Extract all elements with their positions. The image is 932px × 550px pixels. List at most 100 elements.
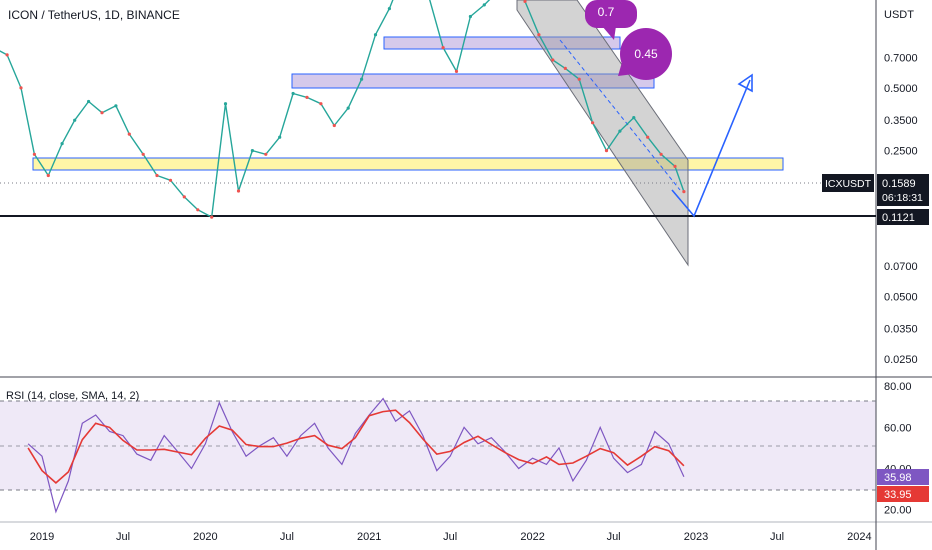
- price-tick-label: 0.0500: [884, 291, 918, 303]
- price-point: [441, 46, 445, 50]
- callout-high[interactable]: 0.7: [585, 0, 637, 40]
- price-point: [32, 152, 37, 156]
- time-tick-label: 2024: [847, 531, 871, 543]
- price-axis-ticks: 0.70000.50000.35000.25000.17000.07000.05…: [884, 52, 918, 366]
- rsi-value-badge-box: [877, 469, 929, 485]
- price-point: [360, 77, 364, 81]
- price-tick-label: 0.0350: [884, 324, 918, 336]
- price-point: [346, 106, 350, 110]
- support-level-label: 0.1121: [882, 212, 915, 224]
- callout-mid-bubble: [620, 28, 672, 80]
- price-point: [250, 149, 254, 153]
- price-point: [5, 53, 9, 57]
- time-tick-label: Jul: [607, 531, 621, 543]
- ticker-badge: ICXUSDT: [822, 174, 874, 192]
- price-point: [646, 135, 650, 139]
- price-point: [482, 3, 486, 7]
- callout-mid-pointer: [618, 62, 634, 76]
- price-point: [373, 33, 378, 37]
- rsi-series: [27, 397, 685, 514]
- price-point: [591, 121, 595, 125]
- time-tick-label: Jul: [116, 531, 130, 543]
- price-point: [223, 102, 228, 106]
- price-line: [0, 0, 685, 218]
- rsi-title: RSI (14, close, SMA, 14, 2): [6, 390, 139, 402]
- rsi-tick-label: 80.00: [884, 381, 912, 393]
- rsi-value-label: 35.98: [884, 472, 912, 484]
- callout-mid[interactable]: 0.45: [618, 28, 672, 80]
- price-point: [264, 152, 268, 156]
- price-point: [155, 173, 159, 178]
- time-axis-ticks: 2019 Jul 2020 Jul 2021 Jul 2022 Jul 2023 Jul 2024: [30, 531, 872, 543]
- chart-title: ICON / TetherUS, 1D, BINANCE: [8, 8, 180, 22]
- price-point: [604, 149, 609, 153]
- support-zone[interactable]: [32, 157, 784, 171]
- price-point: [127, 132, 131, 136]
- price-point: [73, 118, 77, 122]
- price-point: [114, 104, 118, 108]
- price-point: [305, 95, 309, 99]
- support-level-badge: 0.1121: [877, 209, 929, 225]
- price-point: [291, 91, 295, 96]
- price-tick-label: 0.0250: [884, 354, 918, 366]
- price-tick-label: 0.3500: [884, 115, 918, 127]
- callout-high-pointer: [602, 26, 616, 40]
- price-point: [141, 152, 145, 156]
- projection-arrowhead: [737, 73, 753, 93]
- descending-channel[interactable]: [516, 0, 689, 267]
- price-point: [100, 111, 104, 115]
- price-point: [454, 69, 459, 73]
- price-point: [196, 208, 200, 212]
- price-tick-label: 0.0700: [884, 261, 918, 273]
- price-point: [659, 152, 663, 156]
- ticker-badge-box: [822, 174, 874, 192]
- sma-value-badge-box: [877, 486, 929, 502]
- price-point: [182, 195, 186, 199]
- price-point: [168, 178, 173, 182]
- price-point: [60, 142, 64, 146]
- price-point: [87, 99, 91, 104]
- projection-path[interactable]: [671, 79, 751, 218]
- price-point: [19, 86, 23, 90]
- price-point: [46, 173, 50, 178]
- last-price-label: 0.1589: [882, 178, 916, 190]
- price-point: [319, 102, 323, 106]
- time-tick-label: 2023: [684, 531, 708, 543]
- time-tick-label: 2022: [520, 531, 544, 543]
- time-tick-label: Jul: [770, 531, 784, 543]
- callout-mid-label: 0.45: [634, 47, 658, 61]
- price-point: [682, 190, 686, 194]
- price-point: [278, 135, 282, 139]
- time-tick-label: Jul: [280, 531, 294, 543]
- price-point: [387, 7, 391, 11]
- price-point: [210, 215, 214, 219]
- price-series: [0, 0, 686, 219]
- price-tick-label: 0.7000: [884, 52, 918, 64]
- rsi-value-badge: 35.98: [877, 469, 929, 485]
- rsi-line: [27, 397, 685, 514]
- price-point: [551, 58, 555, 62]
- price-point: [468, 14, 472, 19]
- last-price-badge: 0.1589 06:18:31: [877, 174, 929, 206]
- price-tick-label: 0.5000: [884, 83, 918, 95]
- price-point: [673, 164, 677, 168]
- sma-value-label: 33.95: [884, 489, 912, 501]
- price-point: [523, 0, 527, 3]
- last-price-badge-box: [877, 174, 929, 206]
- price-point: [537, 33, 541, 37]
- price-tick-label: 0.2500: [884, 146, 918, 158]
- price-point: [563, 66, 567, 70]
- price-point: [618, 129, 622, 133]
- rsi-sma-line: [27, 409, 685, 484]
- price-point: [632, 116, 636, 120]
- time-tick-label: Jul: [443, 531, 457, 543]
- time-tick-label: 2021: [357, 531, 381, 543]
- callout-high-bubble: [585, 0, 637, 28]
- resistance-zone-lower[interactable]: [291, 73, 655, 89]
- ticker-badge-label: ICXUSDT: [825, 178, 872, 190]
- price-point: [332, 123, 336, 128]
- time-tick-label: 2019: [30, 531, 54, 543]
- price-point: [577, 77, 581, 81]
- price-axis-unit: USDT: [884, 9, 914, 21]
